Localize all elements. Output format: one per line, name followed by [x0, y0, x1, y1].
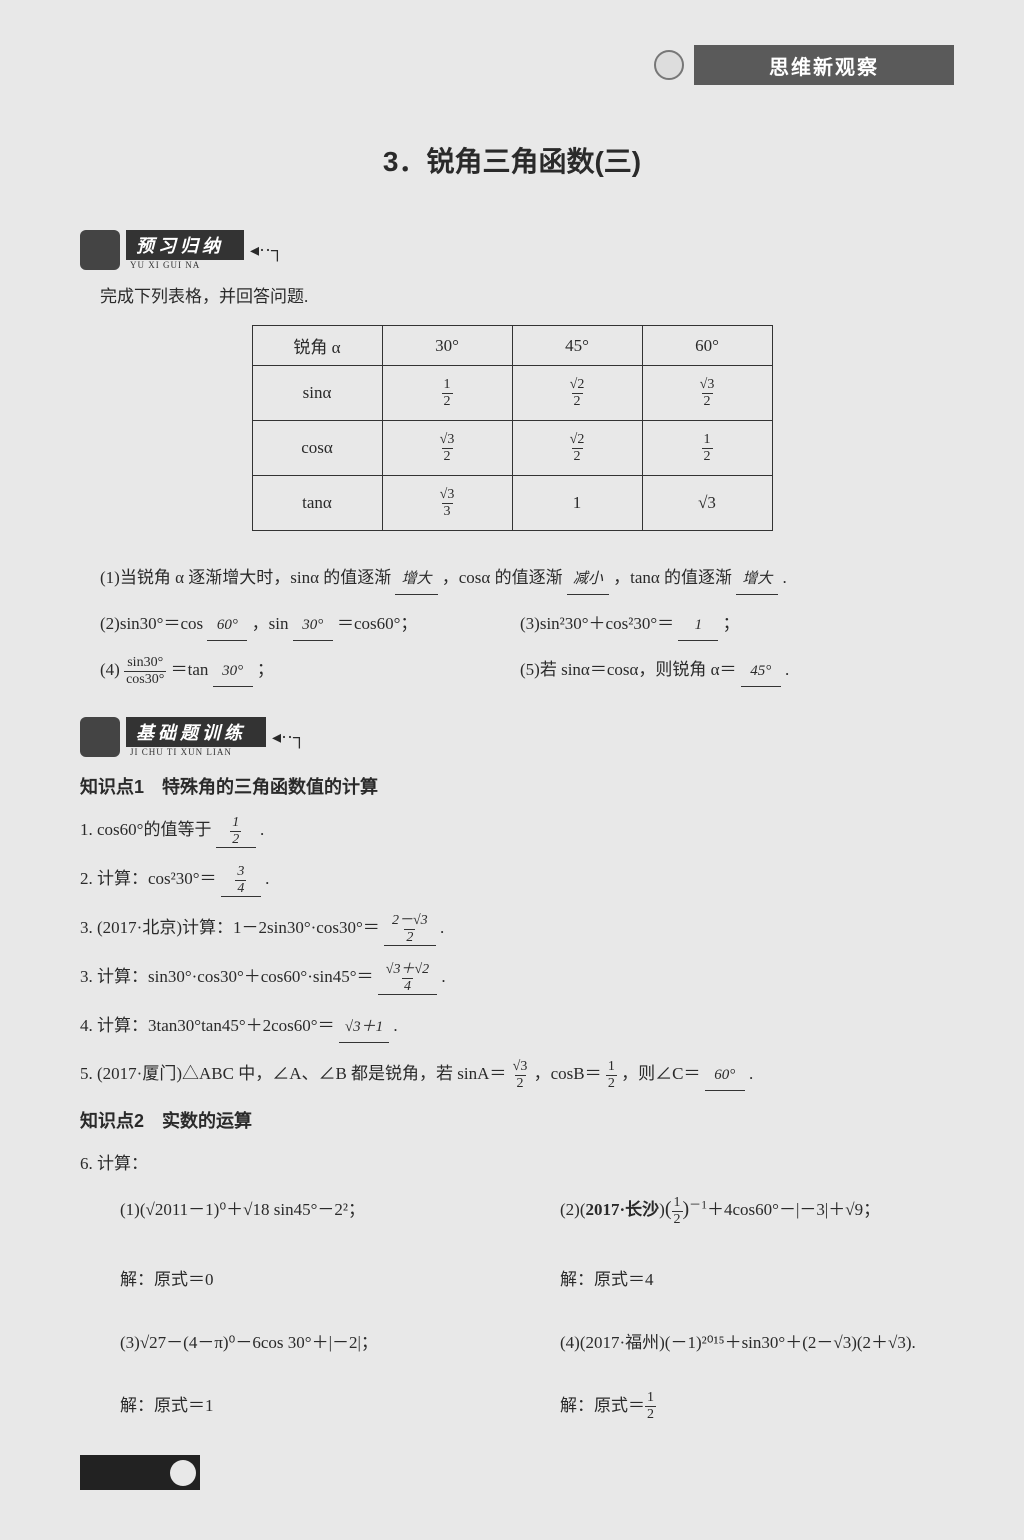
problem-4: 4. 计算：3tan30°tan45°＋2cos60°＝ √3＋1 .	[80, 1009, 944, 1043]
section-icon	[80, 230, 120, 270]
arrow-icon: ◂··┐	[250, 240, 284, 261]
problem-3b: 3. 计算：sin30°·cos30°＋cos60°·sin45°＝ √3＋√2…	[80, 960, 944, 995]
section-icon	[80, 717, 120, 757]
blank: 增大	[736, 564, 778, 595]
problem-3a: 3. (2017·北京)计算：1－2sin30°·cos30°＝ 2－√32 .	[80, 911, 944, 946]
header-banner: 思维新观察	[694, 45, 954, 85]
problem-6: 6. 计算：	[80, 1147, 944, 1181]
cell: √3	[642, 476, 772, 531]
sub-problems: (1)(√2011－1)⁰＋√18 sin45°－2²； (2)(2017·长沙…	[120, 1195, 944, 1452]
trig-value-table: 锐角 α 30° 45° 60° sinα 12 √22 √32 cosα √3…	[252, 325, 773, 531]
blank: 30°	[213, 656, 253, 687]
instruction-text: 完成下列表格，并回答问题.	[100, 282, 944, 307]
section-pinyin: JI CHU TI XUN LIAN	[130, 747, 266, 757]
cell: √32	[642, 366, 772, 421]
footer-decoration	[80, 1455, 200, 1490]
page-title: 3．锐角三角函数(三)	[80, 140, 944, 180]
section-pinyin: YU XI GUI NA	[130, 260, 244, 270]
answer-4: 解：原式＝12	[560, 1391, 1000, 1423]
blank: 60°	[207, 610, 247, 641]
cell: 1	[512, 476, 642, 531]
question-4-5: (4) sin30°cos30° ＝tan 30° ； (5)若 sinα＝co…	[100, 653, 944, 687]
sub-4: (4)(2017·福州)(－1)²⁰¹⁵＋sin30°＋(2－√3)(2＋√3)…	[560, 1328, 1000, 1353]
answer-2: 解：原式＝4	[560, 1265, 1000, 1290]
cell: √32	[382, 421, 512, 476]
blank: 30°	[293, 610, 333, 641]
problem-5: 5. (2017·厦门)△ABC 中，∠A、∠B 都是锐角，若 sinA＝ √3…	[80, 1057, 944, 1091]
table-header: 30°	[382, 326, 512, 366]
cell: √33	[382, 476, 512, 531]
row-label: tanα	[252, 476, 382, 531]
table-header: 45°	[512, 326, 642, 366]
banner-icon	[654, 50, 684, 80]
blank: 增大	[395, 564, 437, 595]
knowledge-point-1: 知识点1 特殊角的三角函数值的计算	[80, 773, 944, 799]
answer-1: 解：原式＝0	[120, 1265, 560, 1290]
sub-3: (3)√27－(4－π)⁰－6cos 30°＋|－2|；	[120, 1328, 560, 1353]
sub-1: (1)(√2011－1)⁰＋√18 sin45°－2²；	[120, 1195, 560, 1227]
table-header: 锐角 α	[252, 326, 382, 366]
ring-hole-icon	[170, 1460, 196, 1486]
sub-2: (2)(2017·长沙)(12)－1＋4cos60°－|－3|＋√9；	[560, 1195, 1000, 1227]
cell: √22	[512, 366, 642, 421]
problem-1: 1. cos60°的值等于 12 .	[80, 813, 944, 848]
cell: 12	[642, 421, 772, 476]
blank: 45°	[741, 656, 781, 687]
knowledge-point-2: 知识点2 实数的运算	[80, 1107, 944, 1133]
section-label: 基础题训练	[126, 717, 266, 747]
section-basic-practice: 基础题训练 JI CHU TI XUN LIAN ◂··┐	[80, 717, 944, 757]
blank: 减小	[567, 564, 609, 595]
blank: 1	[678, 610, 718, 641]
arrow-icon: ◂··┐	[272, 727, 306, 748]
banner-text: 思维新观察	[769, 51, 879, 80]
row-label: sinα	[252, 366, 382, 421]
question-1: (1)当锐角 α 逐渐增大时，sinα 的值逐渐 增大 ，cosα 的值逐渐 减…	[100, 561, 944, 595]
section-label: 预习归纳	[126, 230, 244, 260]
table-header: 60°	[642, 326, 772, 366]
row-label: cosα	[252, 421, 382, 476]
question-2-3: (2)sin30°＝cos 60° ，sin 30° ＝cos60°； (3)s…	[100, 607, 944, 641]
problem-2: 2. 计算：cos²30°＝ 34 .	[80, 862, 944, 897]
answer-3: 解：原式＝1	[120, 1391, 560, 1423]
section-preview-summary: 预习归纳 YU XI GUI NA ◂··┐	[80, 230, 944, 270]
cell: √22	[512, 421, 642, 476]
cell: 12	[382, 366, 512, 421]
